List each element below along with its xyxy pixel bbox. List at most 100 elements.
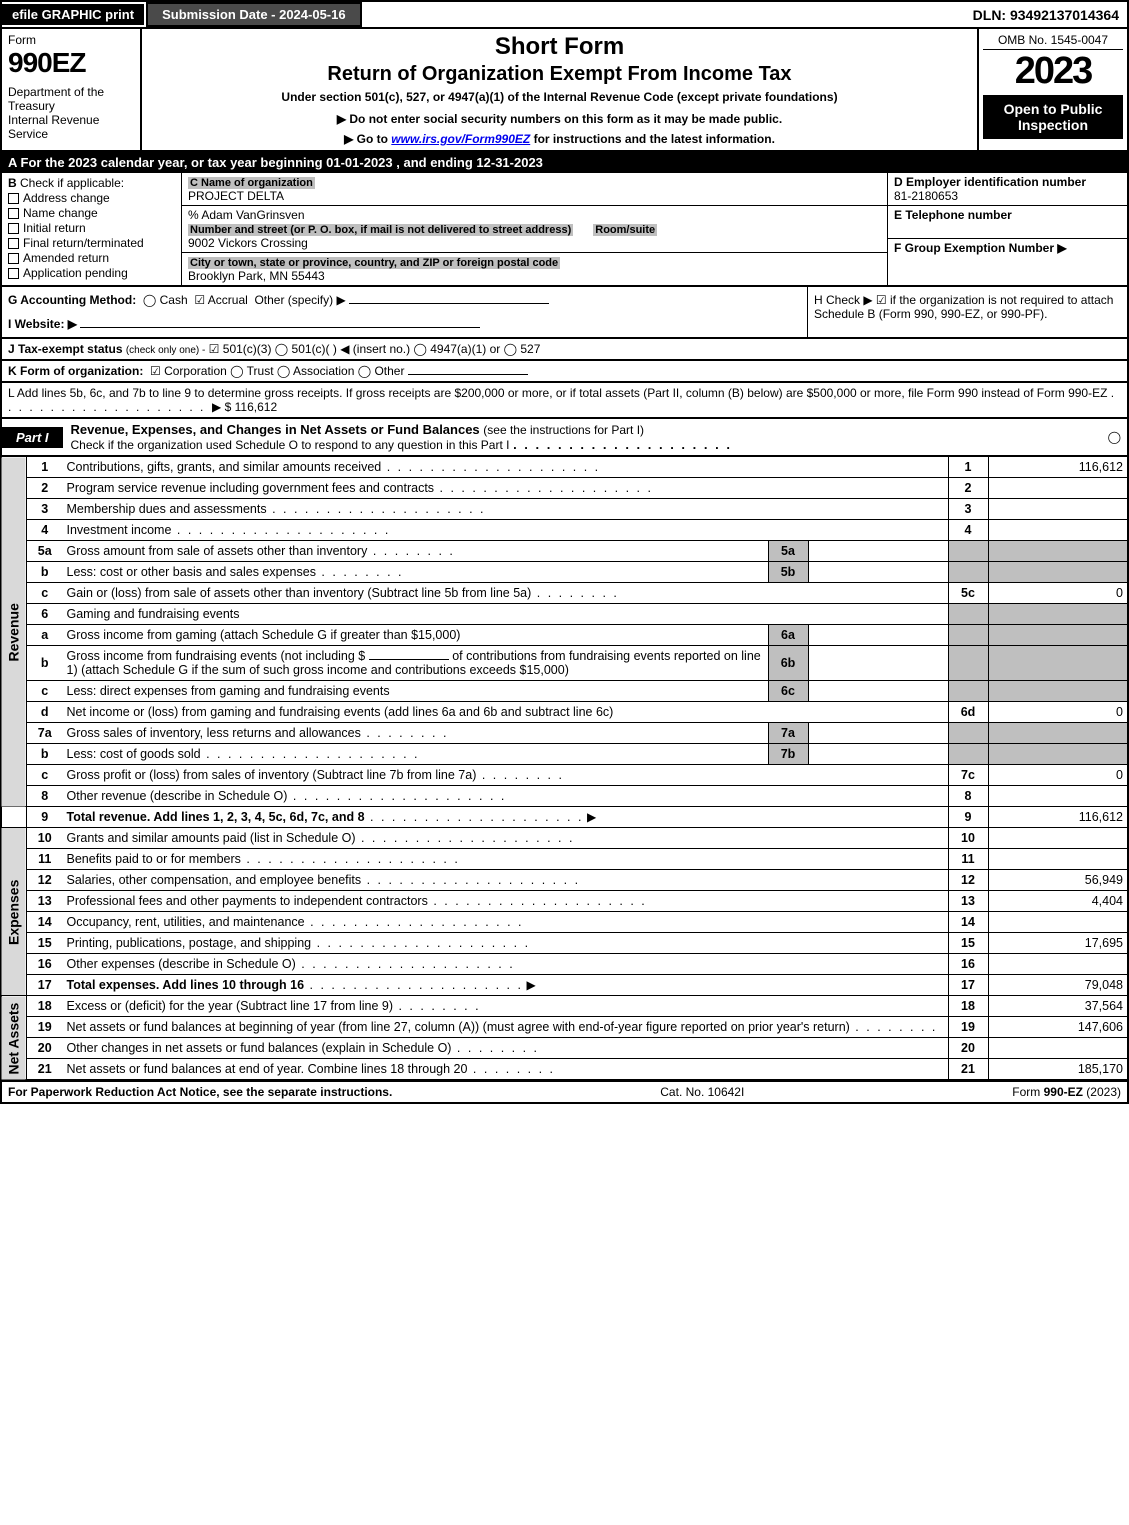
j-label: J Tax-exempt status	[8, 342, 123, 356]
part-i-checkbox[interactable]: ◯	[1108, 430, 1127, 444]
ln-6b-desc1: Gross income from fundraising events (no…	[67, 649, 366, 663]
ln-7c-amt: 0	[988, 765, 1128, 786]
ln-11-amt	[988, 849, 1128, 870]
k-opts: ☑ Corporation ◯ Trust ◯ Association ◯ Ot…	[150, 364, 404, 378]
ln-10-amt	[988, 828, 1128, 849]
ln-13-desc: Professional fees and other payments to …	[67, 894, 428, 908]
g-other-field[interactable]	[349, 303, 549, 304]
ln-10-col: 10	[948, 828, 988, 849]
ln-21-amt: 185,170	[988, 1059, 1128, 1081]
ln-3-amt	[988, 499, 1128, 520]
b-label: B	[8, 176, 17, 190]
ln-12-desc: Salaries, other compensation, and employ…	[67, 873, 362, 887]
dots	[361, 873, 580, 887]
ln-6a-desc: Gross income from gaming (attach Schedul…	[67, 628, 461, 642]
dots	[241, 852, 460, 866]
row-j: J Tax-exempt status (check only one) - ☑…	[0, 339, 1129, 361]
g-label: G Accounting Method:	[8, 293, 136, 307]
ln-1-desc: Contributions, gifts, grants, and simila…	[67, 460, 382, 474]
header-right: OMB No. 1545-0047 2023 Open to Public In…	[977, 29, 1127, 150]
ln-5b-sv	[808, 562, 948, 583]
do-not-enter: ▶ Do not enter social security numbers o…	[150, 112, 969, 126]
efile-print-button[interactable]: efile GRAPHIC print	[2, 4, 144, 25]
ln-9-desc: Total revenue. Add lines 1, 2, 3, 4, 5c,…	[67, 810, 365, 824]
ln-7b-sv	[808, 744, 948, 765]
irs-link[interactable]: www.irs.gov/Form990EZ	[391, 132, 530, 146]
dots	[287, 789, 506, 803]
dln-label: DLN: 93492137014364	[965, 4, 1127, 26]
submission-date-button[interactable]: Submission Date - 2024-05-16	[146, 2, 362, 27]
ln-8-col: 8	[948, 786, 988, 807]
ln-6c-desc: Less: direct expenses from gaming and fu…	[67, 684, 390, 698]
omb-number: OMB No. 1545-0047	[983, 31, 1123, 50]
website-field[interactable]	[80, 327, 480, 328]
footer-right-bold: 990-EZ	[1044, 1085, 1083, 1099]
ln-2-col: 2	[948, 478, 988, 499]
cb-address-change[interactable]	[8, 193, 19, 204]
part-i-title-sub: (see the instructions for Part I)	[483, 423, 644, 437]
side-net-assets: Net Assets	[1, 996, 27, 1081]
footer-mid: Cat. No. 10642I	[660, 1085, 744, 1099]
ln-21-col: 21	[948, 1059, 988, 1081]
ln-4-col: 4	[948, 520, 988, 541]
ln-21-desc: Net assets or fund balances at end of ye…	[67, 1062, 468, 1076]
col-def: D Employer identification number 81-2180…	[887, 173, 1127, 285]
l-arrow: ▶ $	[212, 400, 231, 414]
ln-15-col: 15	[948, 933, 988, 954]
ln-3-desc: Membership dues and assessments	[67, 502, 267, 516]
d-label: D Employer identification number	[894, 175, 1086, 189]
ln-20-desc: Other changes in net assets or fund bala…	[67, 1041, 452, 1055]
ln-3-no: 3	[27, 499, 63, 520]
ln-14-no: 14	[27, 912, 63, 933]
row-a-tax-year: A For the 2023 calendar year, or tax yea…	[0, 152, 1129, 173]
dots	[393, 999, 481, 1013]
ln-5a-sb: 5a	[768, 541, 808, 562]
ln-17-amt: 79,048	[988, 975, 1128, 996]
form-number: 990EZ	[8, 47, 134, 79]
ln-5c-amt: 0	[988, 583, 1128, 604]
dots	[201, 747, 420, 761]
grey	[948, 646, 988, 681]
goto-post: for instructions and the latest informat…	[530, 132, 775, 146]
col-g: G Accounting Method: ◯ Cash ☑ Accrual Ot…	[2, 287, 807, 337]
dots	[171, 523, 390, 537]
cb-application-pending[interactable]	[8, 268, 19, 279]
cb-initial-return[interactable]	[8, 223, 19, 234]
ln-8-desc: Other revenue (describe in Schedule O)	[67, 789, 288, 803]
j-opts: ☑ 501(c)(3) ◯ 501(c)( ) ◀ (insert no.) ◯…	[209, 342, 541, 356]
footer-right: Form 990-EZ (2023)	[1012, 1085, 1121, 1099]
ln-9-arrow: ▶	[587, 810, 596, 824]
c-name-label: C Name of organization	[188, 177, 315, 189]
dots	[296, 957, 515, 971]
l-value: 116,612	[235, 400, 278, 414]
ln-5a-sv	[808, 541, 948, 562]
row-gh: G Accounting Method: ◯ Cash ☑ Accrual Ot…	[0, 287, 1129, 339]
k-other-field[interactable]	[408, 374, 528, 375]
ln-17-col: 17	[948, 975, 988, 996]
ln-6b-no: b	[27, 646, 63, 681]
ln-4-amt	[988, 520, 1128, 541]
ln-6b-blank[interactable]	[369, 659, 449, 660]
ln-12-no: 12	[27, 870, 63, 891]
org-name: PROJECT DELTA	[188, 189, 284, 203]
cb-amended-return[interactable]	[8, 253, 19, 264]
i-label: I Website: ▶	[8, 317, 77, 331]
l-text: L Add lines 5b, 6c, and 7b to line 9 to …	[8, 386, 1107, 400]
ln-15-no: 15	[27, 933, 63, 954]
department-label: Department of the Treasury Internal Reve…	[8, 85, 134, 141]
cb-final-return[interactable]	[8, 238, 19, 249]
ln-19-desc: Net assets or fund balances at beginning…	[67, 1020, 850, 1034]
ein: 81-2180653	[894, 189, 958, 203]
grey	[948, 541, 988, 562]
grey	[988, 681, 1128, 702]
b-opt-4: Amended return	[23, 251, 109, 265]
cb-name-change[interactable]	[8, 208, 19, 219]
header-left: Form 990EZ Department of the Treasury In…	[2, 29, 142, 150]
grey	[988, 562, 1128, 583]
ln-16-desc: Other expenses (describe in Schedule O)	[67, 957, 296, 971]
ln-17-arrow: ▶	[526, 978, 535, 992]
tax-year: 2023	[983, 50, 1123, 93]
dots	[365, 810, 584, 824]
part-i-check-line: Check if the organization used Schedule …	[71, 438, 510, 452]
ln-10-no: 10	[27, 828, 63, 849]
